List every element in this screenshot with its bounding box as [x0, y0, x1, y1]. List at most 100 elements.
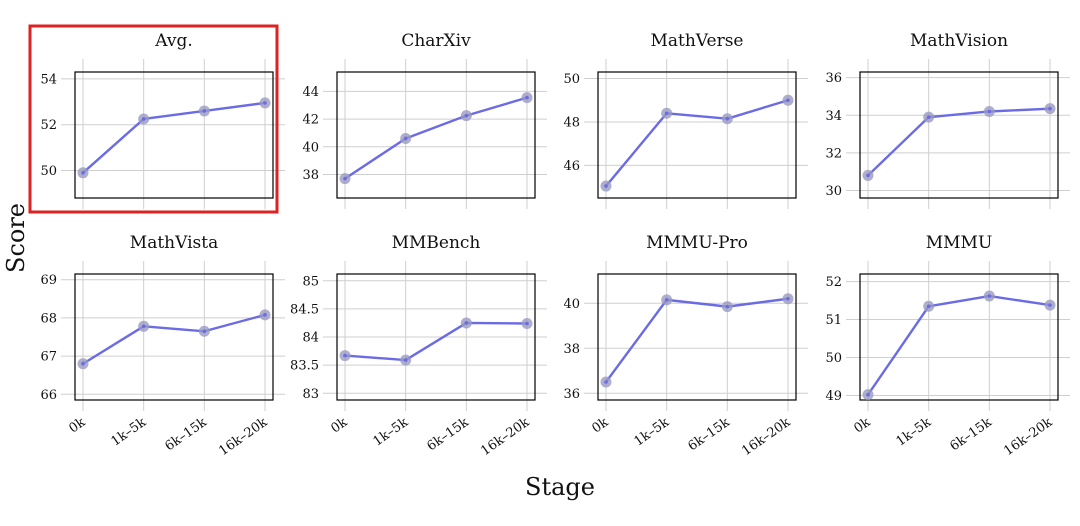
- data-point-core: [926, 304, 931, 309]
- data-point-core: [263, 313, 267, 317]
- x-tick-label: 1k–5k: [632, 415, 672, 450]
- x-tick-label: 16k–20k: [1001, 415, 1055, 459]
- x-tick-label: 1k–5k: [109, 415, 149, 450]
- data-point-core: [141, 324, 146, 329]
- y-tick-label: 50: [40, 164, 57, 179]
- panel-title: MathVerse: [650, 31, 743, 51]
- axes-frame: [859, 71, 1059, 199]
- axes-frame: [74, 273, 274, 401]
- panel-title: MMBench: [392, 233, 481, 253]
- y-tick-label: 85: [302, 274, 319, 289]
- series-line: [344, 321, 528, 362]
- panel-charxiv: 38 40 42 44 CharXiv: [302, 31, 547, 209]
- data-point-core: [263, 101, 267, 105]
- y-tick-label: 69: [40, 273, 57, 288]
- x-tick-label: 6k–15k: [424, 415, 471, 454]
- data-point-core: [403, 136, 408, 141]
- series-line: [605, 297, 789, 383]
- panel-title: Avg.: [154, 31, 192, 51]
- y-tick-label: 68: [40, 311, 57, 326]
- data-point-core: [725, 116, 730, 121]
- y-tick-label: 48: [563, 115, 580, 130]
- series-line: [82, 101, 266, 174]
- data-point-core: [464, 321, 469, 325]
- data-point-core: [786, 296, 790, 301]
- series-line: [605, 99, 789, 187]
- y-tick-label: 66: [40, 388, 57, 403]
- y-tick-label: 50: [825, 351, 842, 366]
- y-tick-label: 42: [302, 113, 319, 128]
- x-tick-label: 0k: [66, 415, 88, 437]
- panel-mathvista: 66 67 68 69 MathVista 0k 1k–5k 6k–15k 16k–20k: [40, 233, 285, 459]
- y-tick-label: 52: [825, 275, 842, 290]
- panel-mmbench: 83 83.5 84 84.5 85 MMBench 0k 1k–5k 6k–15k 16k–20…: [290, 233, 547, 459]
- x-tick-label: 16k–20k: [478, 415, 532, 459]
- y-tick-label: 46: [563, 159, 580, 174]
- panel-title: CharXiv: [401, 31, 471, 51]
- y-tick-label: 40: [563, 297, 580, 312]
- data-point-core: [202, 109, 207, 113]
- data-point-core: [987, 294, 992, 298]
- x-tick-label: 0k: [589, 415, 611, 437]
- y-tick-label: 40: [302, 140, 319, 155]
- x-tick-label: 1k–5k: [894, 415, 934, 450]
- x-tick-label: 1k–5k: [371, 415, 411, 450]
- data-point-core: [343, 353, 347, 358]
- series-line: [344, 96, 528, 180]
- y-tick-label: 36: [825, 71, 842, 86]
- y-tick-label: 54: [40, 72, 57, 87]
- y-tick-label: 32: [825, 146, 842, 161]
- panel-mmmu-pro: 36 38 40 MMMU-Pro 0k 1k–5k 6k–15k 16k–20k: [563, 233, 808, 459]
- x-tick-label: 0k: [851, 415, 873, 437]
- x-tick-label: 16k–20k: [216, 415, 270, 459]
- data-point-core: [403, 358, 408, 362]
- y-tick-label: 38: [302, 168, 319, 183]
- panel-title: MathVista: [130, 233, 218, 253]
- panel-title: MMMU: [926, 233, 993, 253]
- series-line: [867, 107, 1051, 177]
- y-tick-label: 34: [825, 109, 842, 124]
- data-point-core: [866, 173, 870, 178]
- data-point-core: [664, 111, 669, 116]
- x-tick-label: 6k–15k: [685, 415, 732, 454]
- panel-mmmu: 49 50 51 52 MMMU 0k 1k–5k 6k–15k 16k–20k: [825, 233, 1070, 459]
- y-tick-label: 51: [825, 313, 842, 328]
- x-tick-label: 6k–15k: [162, 415, 209, 454]
- data-point-core: [1048, 106, 1052, 111]
- y-tick-label: 67: [40, 350, 57, 365]
- axes-frame: [336, 273, 536, 401]
- x-axis-label: Stage: [525, 473, 595, 501]
- y-tick-label: 84.5: [290, 302, 319, 317]
- data-point-core: [987, 109, 992, 114]
- data-point-core: [202, 329, 207, 334]
- panel-title: MMMU-Pro: [646, 233, 748, 253]
- y-tick-label: 50: [563, 72, 580, 87]
- axes-frame: [597, 273, 797, 401]
- data-point-core: [604, 380, 608, 384]
- y-tick-label: 30: [825, 184, 842, 199]
- data-point-core: [343, 176, 347, 181]
- panel-title: MathVision: [910, 31, 1008, 51]
- series-line: [82, 313, 266, 365]
- data-point-core: [866, 392, 870, 397]
- y-tick-label: 38: [563, 342, 580, 357]
- y-axis-label: Score: [2, 203, 30, 273]
- axes-frame: [859, 273, 1059, 401]
- y-tick-label: 36: [563, 387, 580, 402]
- panel-mathverse: 46 48 50 MathVerse: [563, 31, 808, 209]
- y-tick-label: 83.5: [290, 359, 319, 374]
- axes-frame: [336, 71, 536, 199]
- series-line: [867, 294, 1051, 396]
- x-tick-label: 16k–20k: [739, 415, 793, 459]
- y-tick-label: 52: [40, 118, 57, 133]
- data-point-core: [81, 171, 85, 175]
- data-point-core: [786, 98, 790, 103]
- axes-frame: [74, 71, 274, 199]
- data-point-core: [525, 321, 529, 326]
- data-point-core: [926, 115, 931, 119]
- x-tick-label: 6k–15k: [947, 415, 994, 454]
- x-tick-label: 0k: [328, 415, 350, 437]
- y-tick-label: 84: [302, 331, 319, 346]
- data-point-core: [1048, 303, 1052, 307]
